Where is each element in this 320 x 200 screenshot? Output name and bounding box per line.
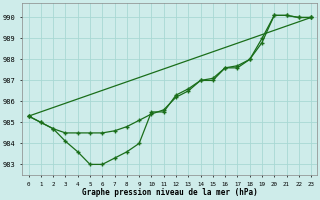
- X-axis label: Graphe pression niveau de la mer (hPa): Graphe pression niveau de la mer (hPa): [82, 188, 258, 197]
